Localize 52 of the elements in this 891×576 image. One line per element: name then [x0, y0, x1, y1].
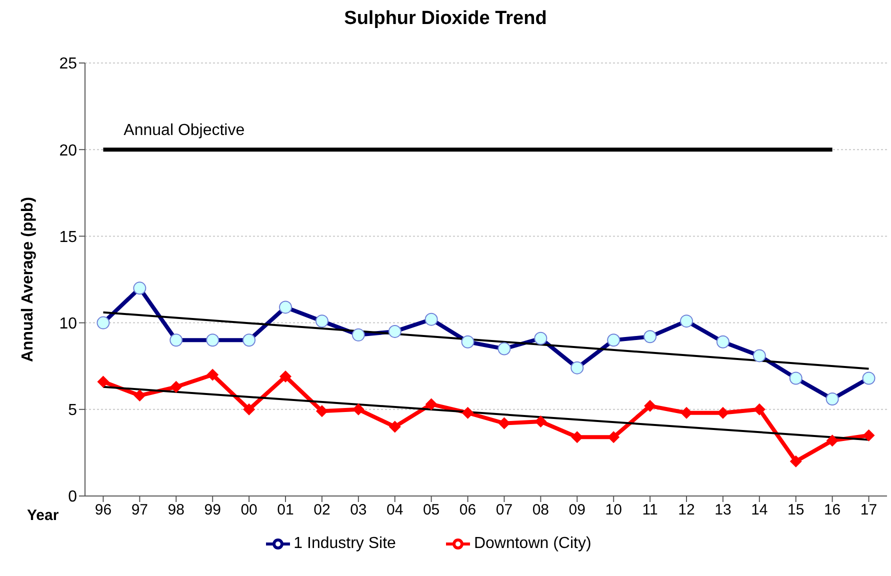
- point: [97, 376, 110, 388]
- y-tick-label: 10: [59, 315, 78, 332]
- x-tick-label: 16: [824, 502, 841, 519]
- point: [206, 368, 219, 381]
- x-tick-label: 08: [532, 502, 550, 519]
- x-tick-label: 12: [678, 502, 695, 519]
- x-tick-label: 04: [386, 502, 404, 519]
- chart-title: Sulphur Dioxide Trend: [343, 8, 548, 30]
- legend-label: Downtown (City): [474, 535, 592, 552]
- x-tick-label: 03: [350, 502, 367, 519]
- point: [134, 390, 146, 402]
- point: [790, 455, 802, 468]
- legend-label: 1 Industry Site: [294, 535, 396, 552]
- point: [243, 403, 256, 416]
- point: [462, 406, 474, 419]
- x-tick-label: 14: [751, 502, 768, 519]
- x-tick-label: 06: [459, 502, 476, 519]
- x-tick-label: 10: [605, 502, 622, 519]
- annotation: Annual Objective: [124, 122, 245, 140]
- x-tick-label: 01: [277, 502, 294, 519]
- x-tick-label: 13: [714, 502, 732, 519]
- x-tick-label: 15: [788, 502, 804, 519]
- point: [534, 416, 547, 428]
- y-tick-label: 25: [59, 56, 78, 73]
- point: [316, 405, 328, 418]
- point: [862, 429, 875, 442]
- point: [280, 370, 292, 382]
- x-tick-label: 97: [131, 502, 148, 519]
- y-tick-label: 0: [68, 488, 78, 506]
- x-tick-label: 98: [168, 502, 184, 519]
- x-tick-label: 11: [642, 502, 658, 519]
- point: [170, 380, 182, 393]
- y-tick-label: 20: [59, 142, 78, 160]
- point: [826, 434, 838, 447]
- x-tick-label: 17: [860, 502, 878, 519]
- x-tick-label: 99: [204, 502, 221, 519]
- x-tick-label: 00: [240, 502, 258, 519]
- point: [644, 400, 656, 412]
- point: [388, 420, 401, 433]
- x-tick-label: 02: [314, 502, 330, 519]
- y-axis-title: Annual Average (ppb): [20, 196, 37, 362]
- x-tick-label: 07: [496, 502, 513, 519]
- x-tick-label: 09: [568, 502, 586, 519]
- x-tick-label: 96: [94, 502, 112, 519]
- x-tick-label: 05: [422, 502, 440, 519]
- x-axis-title: Year: [27, 507, 59, 524]
- point: [425, 398, 438, 410]
- point: [680, 406, 692, 419]
- y-tick-label: 5: [68, 402, 78, 420]
- point: [753, 403, 766, 416]
- point: [608, 431, 620, 444]
- y-tick-label: 15: [59, 228, 78, 246]
